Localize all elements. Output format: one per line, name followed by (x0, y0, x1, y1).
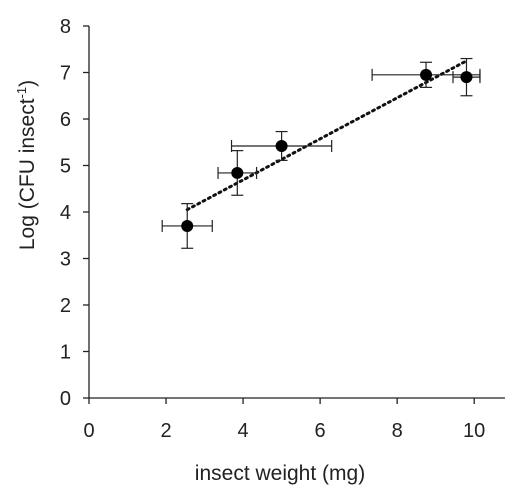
data-point-group (161, 203, 213, 249)
data-point-group (230, 130, 333, 161)
data-point (181, 219, 194, 232)
y-tick-label: 6 (60, 109, 71, 131)
y-axis-title-superscript: -1 (14, 87, 29, 99)
x-tick-label: 8 (392, 420, 403, 442)
y-tick-label: 1 (60, 342, 71, 364)
y-tick-label: 7 (60, 63, 71, 85)
y-tick-label: 4 (60, 202, 71, 224)
x-tick-label: 0 (83, 420, 94, 442)
y-axis-title-main: Log (CFU insect (16, 98, 39, 250)
y-tick-label: 3 (60, 249, 71, 271)
y-tick-label: 2 (60, 295, 71, 317)
x-tick-label: 10 (463, 420, 485, 442)
y-tick-label: 0 (60, 388, 71, 410)
plot-area: 0 1 2 3 4 5 6 7 8 0 2 4 6 8 10 (60, 16, 505, 442)
data-point-group (452, 57, 481, 97)
y-axis-title: Log (CFU insect-1) (14, 80, 39, 250)
data-point (460, 71, 473, 84)
x-tick-label: 4 (238, 420, 249, 442)
data-point (420, 68, 433, 81)
y-tick-label: 5 (60, 156, 71, 178)
data-point (231, 166, 244, 179)
trend-line (185, 59, 468, 212)
data-point-group (217, 150, 258, 196)
x-tick-label: 6 (315, 420, 326, 442)
data-point (275, 139, 288, 152)
y-tick-label: 8 (60, 16, 71, 38)
x-axis-title: insect weight (mg) (195, 462, 365, 485)
y-axis-title-suffix: ) (16, 80, 39, 87)
x-tick-label: 2 (160, 420, 171, 442)
